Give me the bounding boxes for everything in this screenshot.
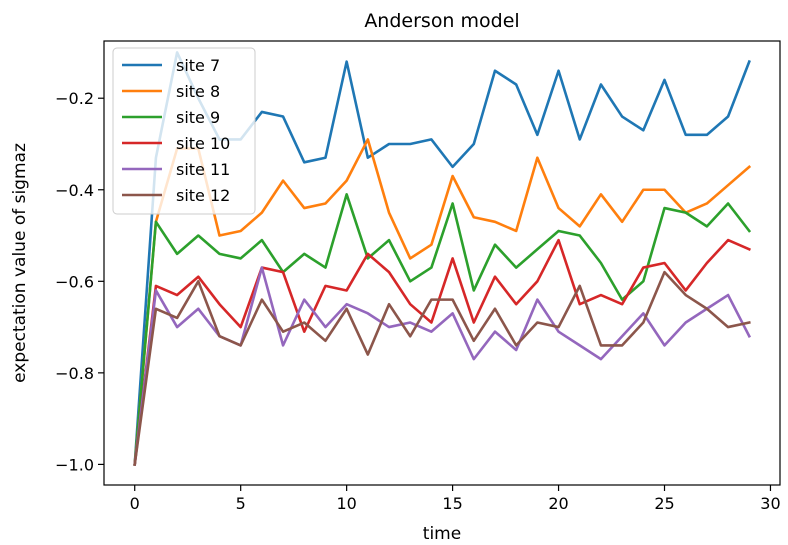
x-tick-label: 10 (336, 494, 356, 513)
series-line-3 (133, 193, 752, 466)
x-tick-label: 15 (442, 494, 462, 513)
y-axis: −1.0 −0.8 −0.6 −0.4 −0.2 (55, 89, 104, 474)
series-lines (133, 51, 752, 466)
legend-label: site 10 (176, 134, 230, 153)
legend: site 7 site 8 site 9 site 10 site 11 site 12 (112, 47, 256, 215)
plot-frame (103, 40, 781, 486)
y-tick-label: −0.8 (55, 364, 94, 383)
legend-label: site 9 (176, 108, 220, 127)
y-tick-label: −0.6 (55, 272, 94, 291)
legend-label: site 11 (176, 160, 230, 179)
series-line-2 (133, 138, 752, 466)
x-tick-label: 25 (654, 494, 674, 513)
x-axis-label: time (423, 524, 461, 544)
series-line-6 (133, 270, 751, 466)
y-tick-label: −0.2 (55, 89, 94, 108)
x-tick-label: 0 (130, 494, 140, 513)
legend-label: site 8 (176, 82, 220, 101)
legend-label: site 12 (176, 186, 230, 205)
series-line-4 (133, 238, 751, 466)
x-tick-label: 20 (548, 494, 568, 513)
x-tick-label: 5 (236, 494, 246, 513)
chart-title: Anderson model (364, 10, 519, 32)
legend-label: site 7 (176, 56, 220, 75)
x-tick-label: 30 (760, 494, 780, 513)
x-axis: 0 5 10 15 20 25 30 (130, 485, 781, 513)
legend-box (112, 47, 256, 215)
y-tick-label: −0.4 (55, 181, 94, 200)
y-axis-label: expectation value of sigmaz (10, 143, 30, 383)
series-line-5 (133, 266, 752, 466)
y-tick-label: −1.0 (55, 455, 94, 474)
